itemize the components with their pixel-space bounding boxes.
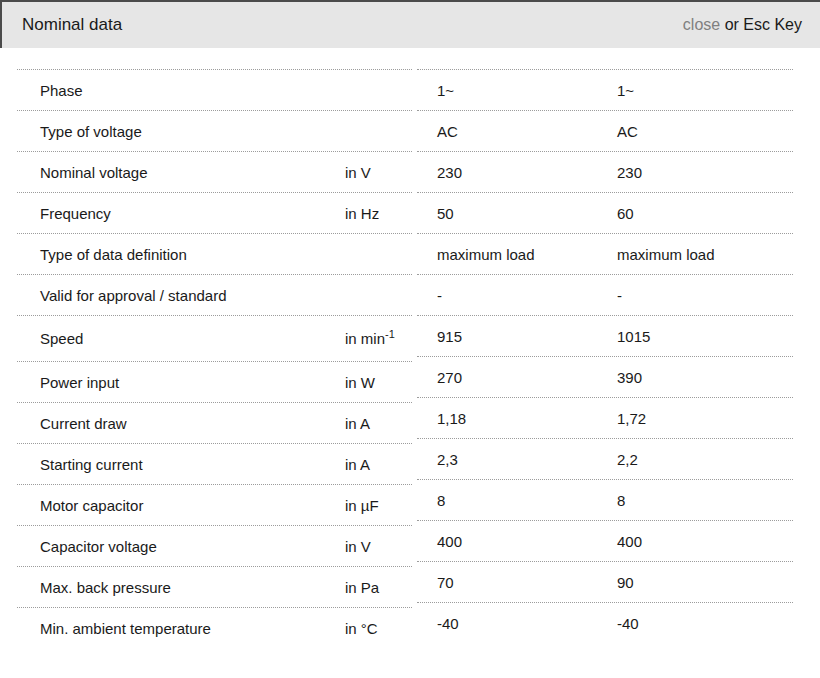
spec-table: Phase Type of voltage Nominal voltage in… — [0, 69, 820, 648]
spec-row-values: 270 390 — [417, 356, 793, 397]
spec-label: Motor capacitor — [17, 497, 345, 514]
spec-row-values: 1~ 1~ — [417, 69, 793, 110]
spec-row-values: 50 60 — [417, 192, 793, 233]
spec-value-col1: 915 — [417, 328, 617, 345]
spec-value-col2: maximum load — [617, 246, 793, 263]
spec-label: Capacitor voltage — [17, 538, 345, 555]
spec-label: Min. ambient temperature — [17, 620, 345, 637]
spec-value-col1: 1~ — [417, 82, 617, 99]
spec-value-col1: 1,18 — [417, 410, 617, 427]
spec-row-label: Motor capacitor in µF — [17, 484, 412, 525]
spec-value-col1: - — [417, 287, 617, 304]
spec-label: Type of voltage — [17, 123, 345, 140]
spec-label: Type of data definition — [17, 246, 345, 263]
spec-row-label: Nominal voltage in V — [17, 151, 412, 192]
dialog-title: Nominal data — [22, 15, 122, 35]
spec-label: Frequency — [17, 205, 345, 222]
spec-label: Valid for approval / standard — [17, 287, 345, 304]
spec-unit: in min-1 — [345, 330, 412, 347]
spec-row-label: Frequency in Hz — [17, 192, 412, 233]
spec-value-col1: 230 — [417, 164, 617, 181]
spec-label: Power input — [17, 374, 345, 391]
spec-value-col2: 90 — [617, 574, 793, 591]
spec-value-col1: 270 — [417, 369, 617, 386]
spec-unit: in µF — [345, 497, 412, 514]
spec-row-values: - - — [417, 274, 793, 315]
spec-unit: in A — [345, 415, 412, 432]
spec-value-col2: 1,72 — [617, 410, 793, 427]
close-hint-text: or Esc Key — [720, 16, 802, 33]
spec-value-col1: 70 — [417, 574, 617, 591]
spec-label: Current draw — [17, 415, 345, 432]
spec-row-label: Current draw in A — [17, 402, 412, 443]
spec-row-label: Starting current in A — [17, 443, 412, 484]
spec-row-label: Phase — [17, 69, 412, 110]
spec-row-values: 70 90 — [417, 561, 793, 602]
spec-row-values: 915 1015 — [417, 315, 793, 356]
spec-row-label: Valid for approval / standard — [17, 274, 412, 315]
spec-label: Speed — [17, 330, 345, 347]
spec-value-col2: 2,2 — [617, 451, 793, 468]
spec-row-label: Type of voltage — [17, 110, 412, 151]
spec-unit: in A — [345, 456, 412, 473]
spec-value-col2: 8 — [617, 492, 793, 509]
close-button[interactable]: close — [683, 16, 720, 33]
spec-value-col1: AC — [417, 123, 617, 140]
spec-value-col1: 2,3 — [417, 451, 617, 468]
spec-value-col2: 60 — [617, 205, 793, 222]
spec-value-col2: 1~ — [617, 82, 793, 99]
spec-row-values: AC AC — [417, 110, 793, 151]
spec-unit: in Hz — [345, 205, 412, 222]
spec-row-label: Capacitor voltage in V — [17, 525, 412, 566]
spec-label: Nominal voltage — [17, 164, 345, 181]
spec-unit: in Pa — [345, 579, 412, 596]
spec-row-label: Power input in W — [17, 361, 412, 402]
spec-value-col2: -40 — [617, 615, 793, 632]
spec-value-col1: -40 — [417, 615, 617, 632]
nominal-data-dialog: Nominal data close or Esc Key Phase Type… — [0, 0, 820, 678]
spec-value-col1: 8 — [417, 492, 617, 509]
spec-row-values: 230 230 — [417, 151, 793, 192]
spec-values-column: 1~ 1~ AC AC 230 230 50 60 maximum load m… — [417, 69, 793, 643]
spec-unit: in V — [345, 538, 412, 555]
spec-unit: in W — [345, 374, 412, 391]
spec-value-col1: maximum load — [417, 246, 617, 263]
spec-row-values: 2,3 2,2 — [417, 438, 793, 479]
spec-label: Phase — [17, 82, 345, 99]
spec-value-col2: - — [617, 287, 793, 304]
spec-value-col1: 400 — [417, 533, 617, 550]
spec-row-values: -40 -40 — [417, 602, 793, 643]
dialog-header: Nominal data close or Esc Key — [0, 0, 820, 48]
close-hint: close or Esc Key — [683, 16, 802, 34]
spec-value-col2: 1015 — [617, 328, 793, 345]
spec-value-col2: 400 — [617, 533, 793, 550]
spec-value-col2: AC — [617, 123, 793, 140]
spec-row-values: maximum load maximum load — [417, 233, 793, 274]
spec-label: Max. back pressure — [17, 579, 345, 596]
spec-row-label: Type of data definition — [17, 233, 412, 274]
spec-value-col2: 230 — [617, 164, 793, 181]
spec-labels-column: Phase Type of voltage Nominal voltage in… — [17, 69, 412, 648]
spec-value-col2: 390 — [617, 369, 793, 386]
spec-row-label: Min. ambient temperature in °C — [17, 607, 412, 648]
spec-unit: in V — [345, 164, 412, 181]
spec-row-label: Speed in min-1 — [17, 315, 412, 361]
spec-label: Starting current — [17, 456, 345, 473]
spec-row-values: 1,18 1,72 — [417, 397, 793, 438]
spec-row-label: Max. back pressure in Pa — [17, 566, 412, 607]
spec-row-values: 8 8 — [417, 479, 793, 520]
spec-unit: in °C — [345, 620, 412, 637]
spec-row-values: 400 400 — [417, 520, 793, 561]
spec-value-col1: 50 — [417, 205, 617, 222]
